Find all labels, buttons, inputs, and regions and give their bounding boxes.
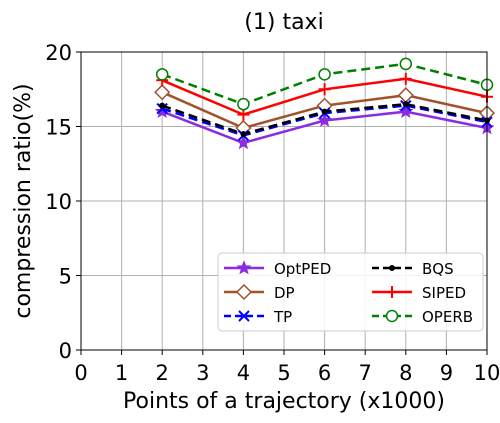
- legend-label: TP: [273, 308, 292, 326]
- data-point: [240, 131, 246, 137]
- data-point: [159, 103, 165, 109]
- y-axis-label: compression ratio(%): [11, 83, 36, 318]
- legend: OptPED DP TP BQS SIPED OPERB: [218, 253, 483, 331]
- x-tick-label: 2: [156, 361, 169, 385]
- legend-label: OPERB: [422, 308, 473, 326]
- y-tick-label: 20: [45, 41, 72, 65]
- legend-marker: [389, 265, 395, 271]
- x-tick-label: 5: [277, 361, 290, 385]
- data-point: [400, 58, 411, 69]
- chart-title: (1) taxi: [244, 10, 323, 35]
- x-tick-label: 0: [74, 361, 87, 385]
- data-point: [155, 85, 169, 99]
- x-tick-label: 1: [115, 361, 128, 385]
- x-tick-label: 6: [318, 361, 331, 385]
- data-point: [319, 83, 331, 95]
- x-tick-label: 10: [474, 361, 500, 385]
- x-tick-label: 7: [359, 361, 372, 385]
- data-point: [238, 99, 249, 110]
- x-tick-label: 9: [440, 361, 453, 385]
- data-point: [157, 69, 168, 80]
- x-tick-label: 3: [196, 361, 209, 385]
- y-tick-label: 0: [59, 339, 72, 363]
- legend-label: DP: [274, 284, 295, 302]
- data-point: [403, 101, 409, 107]
- x-tick-label: 4: [237, 361, 250, 385]
- y-tick-label: 5: [59, 265, 72, 289]
- legend-marker: [387, 311, 398, 322]
- data-point: [322, 109, 328, 115]
- data-point: [399, 88, 413, 102]
- data-point: [319, 69, 330, 80]
- x-axis-label: Points of a trajectory (x1000): [123, 389, 445, 414]
- y-tick-label: 15: [45, 116, 72, 140]
- data-point: [400, 73, 412, 85]
- y-tick-label: 10: [45, 190, 72, 214]
- legend-label: SIPED: [422, 284, 466, 302]
- legend-label: BQS: [422, 260, 454, 278]
- x-tick-label: 8: [399, 361, 412, 385]
- legend-label: OptPED: [274, 260, 331, 278]
